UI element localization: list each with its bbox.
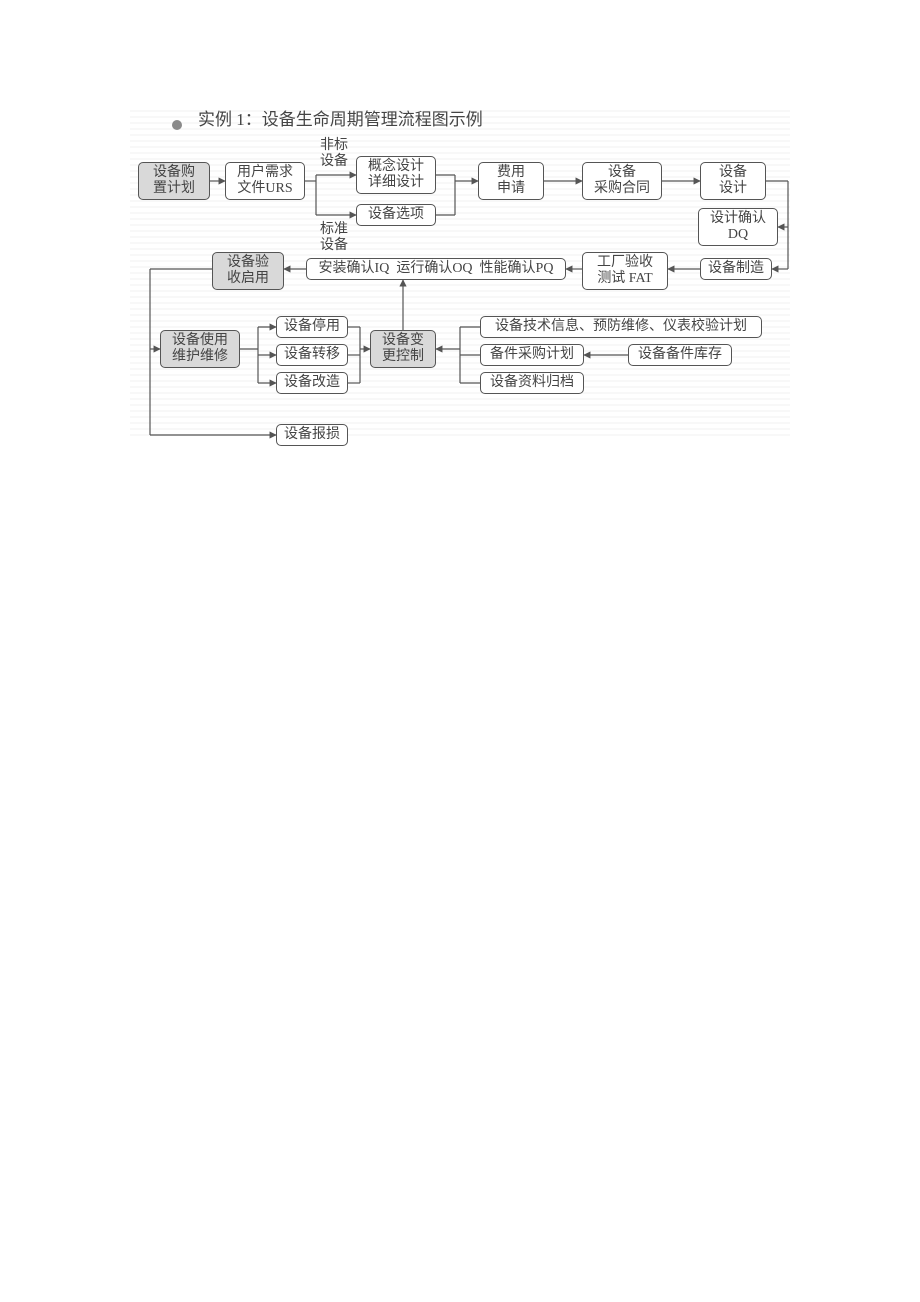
node-spareplan: 备件采购计划 — [480, 344, 584, 366]
node-archive: 设备资料归档 — [480, 372, 584, 394]
node-transfer: 设备转移 — [276, 344, 348, 366]
node-scrap: 设备报损 — [276, 424, 348, 446]
node-purchase: 设备 采购合同 — [582, 162, 662, 200]
label-nonstd: 非标 设备 — [320, 138, 348, 170]
node-plan: 设备购 置计划 — [138, 162, 210, 200]
node-urs: 用户需求 文件URS — [225, 162, 305, 200]
node-mfg: 设备制造 — [700, 258, 772, 280]
label-std: 标准 设备 — [320, 222, 348, 254]
node-fat: 工厂验收 测试 FAT — [582, 252, 668, 290]
node-concept: 概念设计 详细设计 — [356, 156, 436, 194]
node-option: 设备选项 — [356, 204, 436, 226]
node-iqoqpq: 安装确认IQ 运行确认OQ 性能确认PQ — [306, 258, 566, 280]
node-dq: 设计确认 DQ — [698, 208, 778, 246]
node-modify: 设备改造 — [276, 372, 348, 394]
node-sparestk: 设备备件库存 — [628, 344, 732, 366]
node-tech: 设备技术信息、预防维修、仪表校验计划 — [480, 316, 762, 338]
node-design: 设备 设计 — [700, 162, 766, 200]
node-fee: 费用 申请 — [478, 162, 544, 200]
node-accept: 设备验 收启用 — [212, 252, 284, 290]
flowchart-canvas: 实例 1：设备生命周期管理流程图示例 设备购 置计划用户需求 文件URS 概念设计… — [0, 0, 920, 1302]
node-change: 设备变 更控制 — [370, 330, 436, 368]
diagram-title: 实例 1：设备生命周期管理流程图示例 — [198, 110, 483, 130]
node-usemaint: 设备使用 维护维修 — [160, 330, 240, 368]
node-stop: 设备停用 — [276, 316, 348, 338]
title-bullet-icon — [172, 120, 182, 130]
